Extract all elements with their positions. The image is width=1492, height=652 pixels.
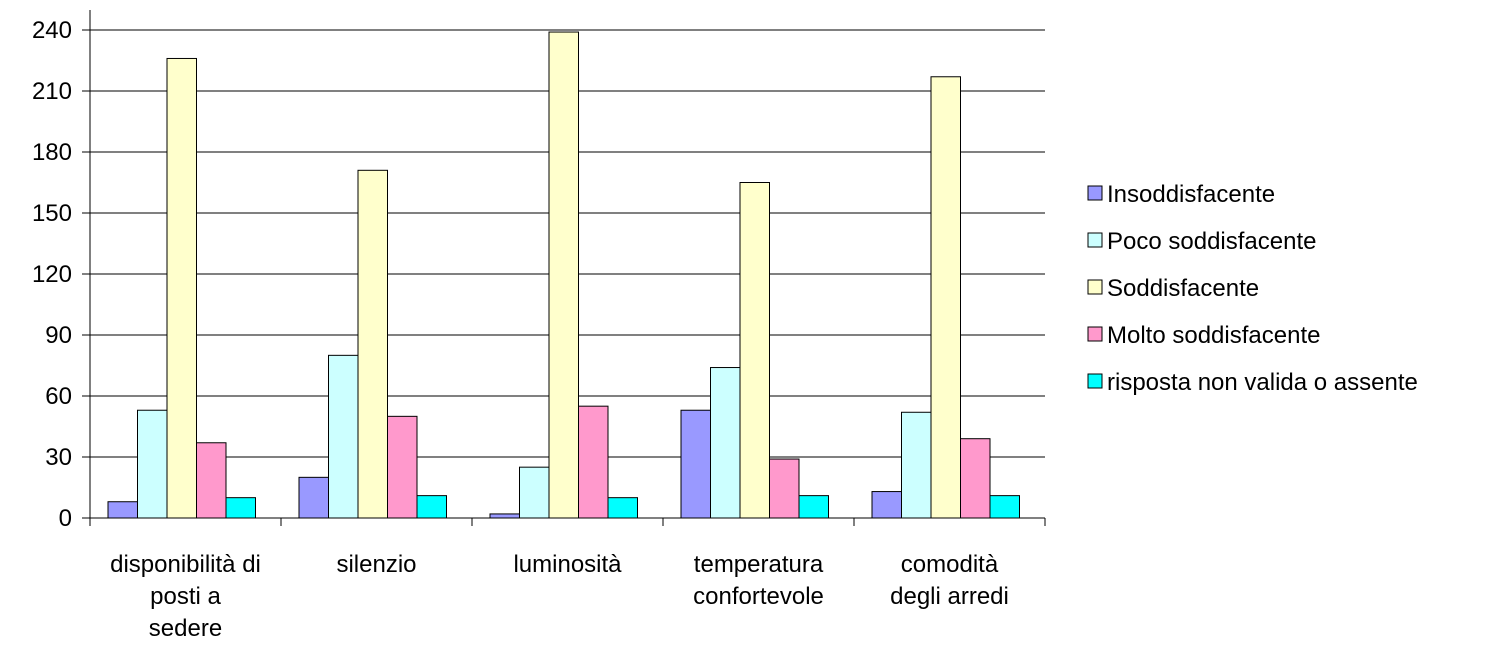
bar bbox=[901, 411, 932, 519]
legend-label: risposta non valida o assente bbox=[1107, 369, 1418, 396]
x-category-label: luminosità bbox=[513, 551, 622, 578]
axes bbox=[89, 10, 1046, 526]
bar bbox=[387, 415, 418, 519]
legend-swatch bbox=[1087, 373, 1103, 389]
x-category-label: temperatura confortevole bbox=[693, 551, 824, 610]
bar bbox=[137, 409, 168, 519]
y-tick-label: 120 bbox=[32, 261, 72, 288]
bar bbox=[298, 476, 329, 519]
bar bbox=[769, 458, 800, 519]
bar bbox=[416, 495, 447, 519]
legend-label: Poco soddisfacente bbox=[1107, 228, 1316, 255]
y-tick-label: 0 bbox=[59, 505, 72, 532]
bar bbox=[166, 57, 197, 519]
x-axis-labels: disponibilità di posti a sedere silenzio lum… bbox=[110, 551, 1009, 642]
legend-swatch bbox=[1087, 185, 1103, 201]
y-tick-label: 210 bbox=[32, 78, 72, 105]
y-tick-label: 150 bbox=[32, 200, 72, 227]
bar bbox=[607, 497, 638, 519]
bar bbox=[680, 409, 711, 519]
bar bbox=[798, 495, 829, 519]
bar bbox=[107, 501, 138, 519]
x-category-label: silenzio bbox=[336, 551, 416, 578]
bar bbox=[578, 405, 609, 519]
y-tick-label: 180 bbox=[32, 139, 72, 166]
legend-swatch bbox=[1087, 232, 1103, 248]
bar bbox=[710, 367, 741, 519]
y-tick-label: 240 bbox=[32, 17, 72, 44]
y-tick-label: 30 bbox=[45, 444, 72, 471]
y-tick-label: 60 bbox=[45, 383, 72, 410]
legend-swatch bbox=[1087, 279, 1103, 295]
bar bbox=[225, 497, 256, 519]
x-category-label: disponibilità di posti a sedere bbox=[110, 551, 261, 642]
bar bbox=[960, 438, 991, 519]
bar bbox=[871, 491, 902, 519]
legend: Insoddisfacente Poco soddisfacente Soddisf… bbox=[1087, 181, 1418, 396]
bar bbox=[328, 354, 359, 519]
bar bbox=[519, 466, 550, 519]
x-category-label: comodità degli arredi bbox=[890, 551, 1009, 610]
bar bbox=[548, 31, 579, 519]
bar bbox=[739, 182, 770, 519]
bar bbox=[930, 76, 961, 519]
y-tick-label: 90 bbox=[45, 322, 72, 349]
y-axis-ticks: 0 30 60 90 120 150 180 210 240 bbox=[32, 17, 90, 532]
bar bbox=[989, 495, 1020, 519]
legend-label: Soddisfacente bbox=[1107, 275, 1259, 302]
bar bbox=[489, 513, 520, 519]
bar bbox=[196, 442, 227, 519]
legend-label: Molto soddisfacente bbox=[1107, 322, 1320, 349]
bar bbox=[357, 169, 388, 519]
legend-label: Insoddisfacente bbox=[1107, 181, 1275, 208]
bars bbox=[107, 31, 1020, 519]
legend-swatch bbox=[1087, 326, 1103, 342]
